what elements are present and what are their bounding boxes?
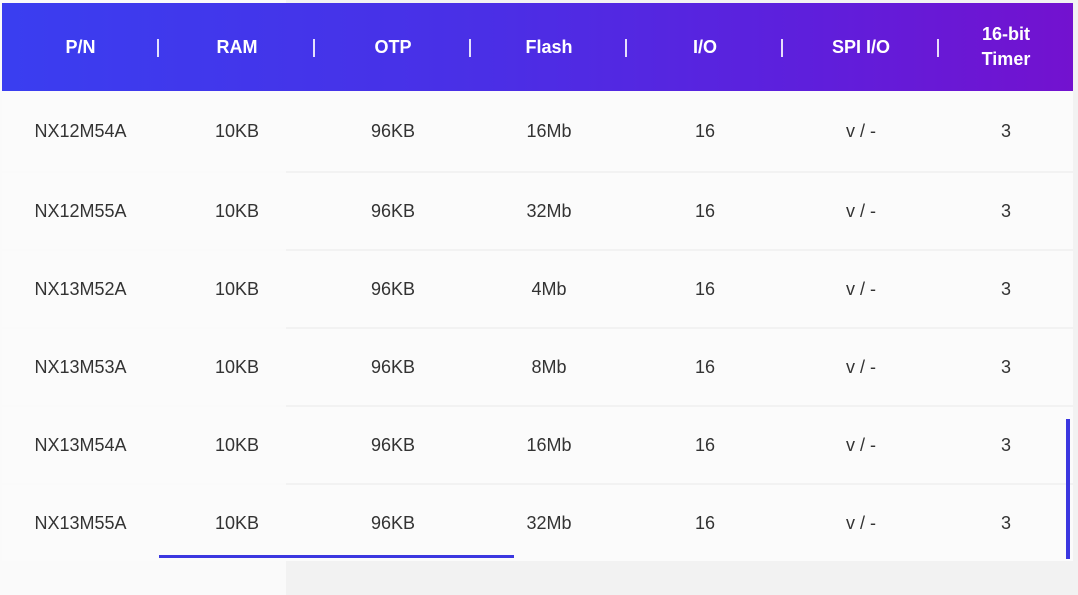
cell-pn: NX13M54A [34,434,127,455]
cell-io: 16 [694,434,716,455]
table-row: NX13M55A 10KB 96KB 32Mb 16 v / - 3 [2,485,1073,561]
header-divider [937,39,939,57]
column-header-label: P/N [65,36,96,57]
cell-ram: 10KB [214,356,260,377]
cell-timer: 3 [1000,120,1011,141]
table-header: P/N RAM OTP Flash I/O SPI I/O 16-bit Tim… [2,3,1073,91]
cell-timer: 3 [1000,200,1011,221]
cell-flash: 32Mb [526,200,572,221]
cell-io: 16 [694,200,716,221]
cell-io: 16 [694,278,716,299]
table-row: NX13M54A 10KB 96KB 16Mb 16 v / - 3 [2,407,1073,483]
cell-ram: 10KB [214,434,260,455]
column-header-pn: P/N [2,3,159,91]
cell-flash: 4Mb [531,278,567,299]
column-header-flash: Flash [471,3,627,91]
cell-timer: 3 [1000,512,1011,533]
column-header-label: 16-bit Timer [981,24,1031,69]
cell-ram: 10KB [214,278,260,299]
cell-spi-io: v / - [846,200,876,221]
cell-io: 16 [694,356,716,377]
spec-table: P/N RAM OTP Flash I/O SPI I/O 16-bit Tim… [2,3,1073,561]
cell-ram: 10KB [214,120,260,141]
cell-otp: 96KB [370,278,416,299]
column-header-label: I/O [692,36,717,57]
cell-spi-io: v / - [846,356,876,377]
table-body: NX12M54A 10KB 96KB 16Mb 16 v / - 3 NX12M… [2,91,1073,561]
column-header-label: OTP [374,36,412,57]
cell-flash: 16Mb [526,434,572,455]
cell-pn: NX13M53A [34,356,127,377]
cell-flash: 8Mb [531,356,567,377]
cell-timer: 3 [1000,434,1011,455]
header-divider [625,39,627,57]
column-header-spi-io: SPI I/O [783,3,939,91]
column-header-ram: RAM [159,3,315,91]
header-divider [313,39,315,57]
column-header-otp: OTP [315,3,471,91]
column-header-label: Flash [525,36,573,57]
cell-flash: 32Mb [526,512,572,533]
cell-spi-io: v / - [846,512,876,533]
horizontal-scroll-indicator[interactable] [159,555,514,558]
column-header-label: RAM [216,36,258,57]
cell-io: 16 [694,120,716,141]
cell-pn: NX13M52A [34,278,127,299]
table-row: NX13M53A 10KB 96KB 8Mb 16 v / - 3 [2,329,1073,405]
cell-spi-io: v / - [846,434,876,455]
table-row: NX12M55A 10KB 96KB 32Mb 16 v / - 3 [2,173,1073,249]
cell-pn: NX12M55A [34,200,127,221]
cell-spi-io: v / - [846,278,876,299]
cell-io: 16 [694,512,716,533]
header-divider [469,39,471,57]
cell-pn: NX12M54A [34,120,127,141]
cell-otp: 96KB [370,434,416,455]
cell-timer: 3 [1000,278,1011,299]
cell-otp: 96KB [370,200,416,221]
cell-spi-io: v / - [846,120,876,141]
cell-otp: 96KB [370,512,416,533]
cell-timer: 3 [1000,356,1011,377]
table-row: NX12M54A 10KB 96KB 16Mb 16 v / - 3 [2,91,1073,171]
cell-ram: 10KB [214,200,260,221]
column-header-label: SPI I/O [831,36,891,57]
column-header-timer: 16-bit Timer [939,3,1073,91]
header-divider [781,39,783,57]
cell-pn: NX13M55A [34,512,127,533]
cell-ram: 10KB [214,512,260,533]
cell-otp: 96KB [370,356,416,377]
column-header-io: I/O [627,3,783,91]
header-divider [157,39,159,57]
table-row: NX13M52A 10KB 96KB 4Mb 16 v / - 3 [2,251,1073,327]
vertical-scroll-indicator[interactable] [1066,419,1070,559]
cell-otp: 96KB [370,120,416,141]
cell-flash: 16Mb [526,120,572,141]
